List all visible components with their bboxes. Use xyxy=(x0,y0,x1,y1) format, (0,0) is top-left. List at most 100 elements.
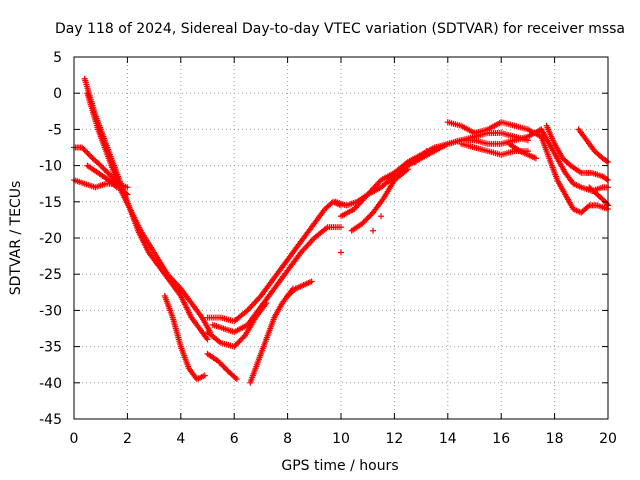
data-point xyxy=(223,366,230,373)
y-tick-label: -45 xyxy=(39,412,62,428)
series-arc-t xyxy=(543,122,611,184)
series-arc-n xyxy=(332,130,531,209)
data-point xyxy=(404,166,411,173)
series-arc-f xyxy=(161,292,208,383)
data-point xyxy=(104,169,111,176)
series-arc-o xyxy=(348,166,411,234)
data-point xyxy=(360,219,367,226)
data-point xyxy=(87,152,94,159)
data-point xyxy=(204,336,211,343)
data-point xyxy=(603,158,610,165)
data-point xyxy=(124,191,131,198)
x-tick-label: 0 xyxy=(70,431,79,447)
data-point xyxy=(231,343,238,350)
y-tick-label: -35 xyxy=(39,340,62,356)
series-arc-g xyxy=(204,350,240,383)
x-tick-label: 2 xyxy=(123,431,132,447)
y-tick-label: -20 xyxy=(39,231,62,247)
data-point xyxy=(603,176,610,183)
data-point xyxy=(232,374,239,381)
data-point xyxy=(233,340,240,347)
x-tick-label: 4 xyxy=(176,431,185,447)
data-point xyxy=(123,190,130,197)
data-point xyxy=(236,338,243,345)
data-point xyxy=(220,363,227,370)
series-arc-s xyxy=(538,126,611,194)
x-axis-label: GPS time / hours xyxy=(281,458,398,474)
y-tick-label: -10 xyxy=(39,159,62,175)
data-point xyxy=(85,151,92,158)
series-arc-p xyxy=(444,119,545,140)
data-point xyxy=(308,278,315,285)
x-tick-label: 14 xyxy=(439,431,457,447)
series-arc-u xyxy=(538,133,611,216)
data-point xyxy=(233,376,240,383)
data-point xyxy=(584,203,591,210)
data-point xyxy=(359,220,366,227)
data-point xyxy=(235,339,242,346)
y-tick-label: -40 xyxy=(39,376,62,392)
data-point xyxy=(364,215,371,222)
y-tick-label: 0 xyxy=(53,86,62,102)
data-point xyxy=(370,227,377,234)
data-point xyxy=(80,145,87,152)
data-point xyxy=(367,212,374,219)
data-point xyxy=(113,184,120,191)
data-point xyxy=(338,224,344,231)
data-point xyxy=(83,148,90,155)
x-tick-label: 12 xyxy=(385,431,403,447)
axis-ticks xyxy=(73,56,609,420)
series-arc-r xyxy=(506,140,539,162)
data-point xyxy=(112,183,119,190)
x-tick-label: 18 xyxy=(546,431,564,447)
data-point xyxy=(219,362,226,369)
data-point xyxy=(103,168,110,175)
data-point xyxy=(101,166,108,173)
data-point xyxy=(79,144,86,151)
y-tick-label: -30 xyxy=(39,303,62,319)
data-point xyxy=(363,216,370,223)
y-tick-label: -5 xyxy=(48,122,62,138)
data-point xyxy=(378,213,385,220)
data-points xyxy=(71,75,611,386)
y-tick-label: 5 xyxy=(53,50,62,66)
series-arc-k xyxy=(247,285,296,386)
chart-title: Day 118 of 2024, Sidereal Day-to-day VTE… xyxy=(55,21,625,37)
data-point xyxy=(216,359,223,366)
data-point xyxy=(124,184,131,191)
series-arc-l xyxy=(284,278,315,299)
x-tick-label: 8 xyxy=(283,431,292,447)
y-tick-label: -15 xyxy=(39,195,62,211)
x-tick-label: 20 xyxy=(599,431,617,447)
x-tick-label: 16 xyxy=(492,431,510,447)
data-point xyxy=(338,249,344,256)
data-point xyxy=(97,162,104,169)
data-point xyxy=(84,149,91,156)
series-arc-j xyxy=(209,224,344,336)
series-scatter-x xyxy=(338,148,430,256)
data-point xyxy=(239,335,246,342)
data-point xyxy=(100,165,107,172)
data-point xyxy=(201,372,208,379)
x-tick-label: 6 xyxy=(230,431,239,447)
data-point xyxy=(221,364,228,371)
data-point xyxy=(423,148,430,155)
series-arc-v xyxy=(575,126,611,165)
data-point xyxy=(105,170,112,177)
x-tick-labels: 0 2 4 6 8 10 12 14 16 18 20 xyxy=(70,431,617,447)
data-point xyxy=(240,334,247,341)
data-point xyxy=(99,163,106,170)
x-tick-label: 10 xyxy=(332,431,350,447)
data-point xyxy=(366,213,373,220)
data-point xyxy=(362,217,369,224)
y-axis-label: SDTVAR / TECUs xyxy=(8,181,24,296)
data-point xyxy=(217,360,224,367)
y-tick-label: -25 xyxy=(39,267,62,283)
data-point xyxy=(524,137,531,144)
data-point xyxy=(532,155,539,162)
data-point xyxy=(215,358,222,365)
data-point xyxy=(232,342,239,349)
series-arc-e xyxy=(84,162,120,191)
